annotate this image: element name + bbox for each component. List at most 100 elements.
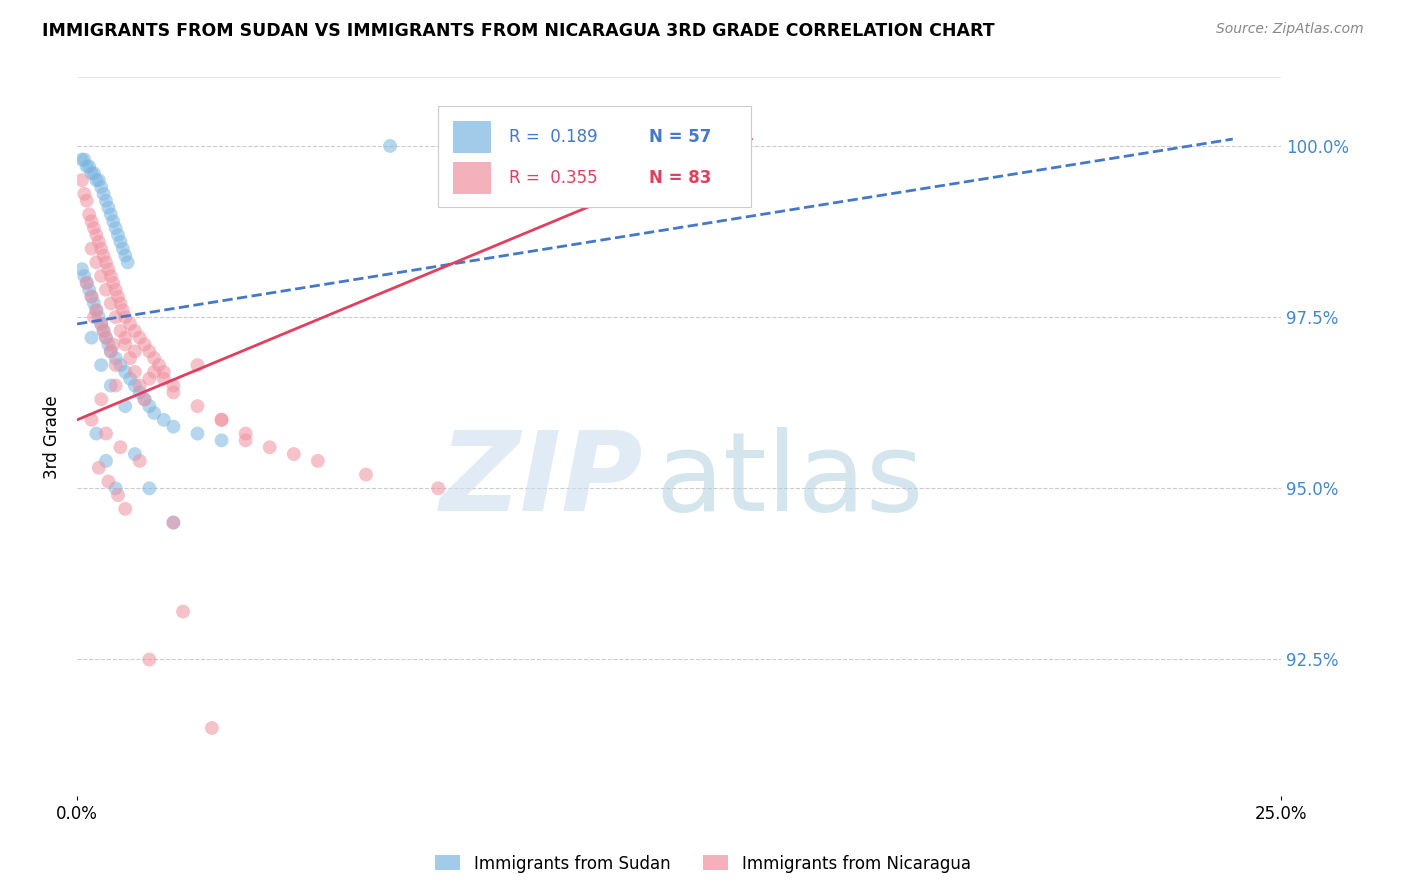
Point	[93, 324, 115, 338]
Point	[104, 481, 127, 495]
Point	[111, 303, 134, 318]
Point	[70, 262, 93, 277]
Point	[235, 434, 257, 448]
Point	[94, 331, 117, 345]
Point	[124, 365, 146, 379]
Point	[70, 153, 93, 167]
Point	[152, 365, 174, 379]
Point	[104, 351, 127, 366]
Point	[100, 296, 122, 310]
Point	[83, 296, 105, 310]
Point	[124, 344, 146, 359]
Point	[83, 310, 105, 325]
Point	[76, 276, 98, 290]
Point	[103, 337, 125, 351]
Point	[104, 378, 127, 392]
Point	[307, 454, 329, 468]
Text: R =  0.189: R = 0.189	[509, 128, 598, 145]
Point	[138, 481, 160, 495]
Point	[94, 426, 117, 441]
FancyBboxPatch shape	[439, 106, 751, 207]
Point	[87, 460, 110, 475]
Text: atlas: atlas	[655, 426, 924, 533]
Point	[86, 173, 108, 187]
Point	[94, 454, 117, 468]
Point	[378, 139, 401, 153]
Point	[107, 289, 129, 303]
Point	[201, 721, 224, 735]
Point	[134, 337, 156, 351]
Point	[134, 392, 156, 407]
Text: R =  0.355: R = 0.355	[509, 169, 598, 186]
Point	[114, 501, 136, 516]
Point	[211, 413, 233, 427]
Point	[692, 139, 714, 153]
Point	[143, 365, 166, 379]
FancyBboxPatch shape	[453, 161, 491, 194]
Point	[77, 283, 100, 297]
Point	[97, 201, 120, 215]
Point	[86, 255, 108, 269]
Text: N = 83: N = 83	[650, 169, 711, 186]
Point	[211, 434, 233, 448]
Point	[100, 378, 122, 392]
Point	[86, 426, 108, 441]
Point	[547, 173, 569, 187]
Point	[94, 194, 117, 208]
Point	[80, 166, 103, 180]
Point	[87, 173, 110, 187]
Point	[80, 214, 103, 228]
Point	[70, 173, 93, 187]
Point	[124, 378, 146, 392]
Point	[90, 317, 112, 331]
Point	[114, 310, 136, 325]
Point	[80, 289, 103, 303]
Point	[76, 194, 98, 208]
Point	[114, 331, 136, 345]
Point	[138, 372, 160, 386]
Point	[124, 324, 146, 338]
Point	[138, 344, 160, 359]
Point	[110, 324, 132, 338]
Point	[162, 385, 184, 400]
Point	[93, 324, 115, 338]
Point	[162, 516, 184, 530]
Point	[128, 331, 150, 345]
Point	[94, 331, 117, 345]
Point	[87, 235, 110, 249]
Point	[120, 351, 142, 366]
Point	[104, 283, 127, 297]
Point	[90, 317, 112, 331]
Text: ZIP: ZIP	[440, 426, 643, 533]
Point	[235, 426, 257, 441]
Point	[100, 344, 122, 359]
Point	[90, 180, 112, 194]
Point	[107, 227, 129, 242]
Point	[107, 488, 129, 502]
Point	[103, 276, 125, 290]
Point	[283, 447, 305, 461]
Point	[143, 406, 166, 420]
Point	[100, 268, 122, 283]
Point	[80, 242, 103, 256]
Point	[90, 358, 112, 372]
Point	[73, 153, 96, 167]
Point	[148, 358, 170, 372]
Point	[110, 440, 132, 454]
Point	[114, 337, 136, 351]
Point	[97, 262, 120, 277]
Point	[186, 399, 208, 413]
Point	[80, 289, 103, 303]
Point	[162, 419, 184, 434]
Point	[162, 516, 184, 530]
Point	[128, 378, 150, 392]
Point	[86, 303, 108, 318]
Point	[94, 255, 117, 269]
Point	[73, 268, 96, 283]
Point	[76, 276, 98, 290]
Point	[110, 296, 132, 310]
Point	[114, 399, 136, 413]
Point	[93, 186, 115, 201]
Point	[86, 227, 108, 242]
Point	[110, 235, 132, 249]
